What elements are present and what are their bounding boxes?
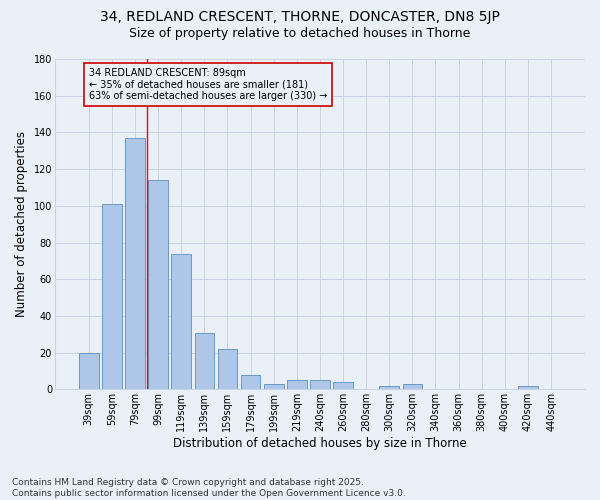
Text: Size of property relative to detached houses in Thorne: Size of property relative to detached ho… xyxy=(130,28,470,40)
Bar xyxy=(125,138,145,390)
Bar xyxy=(102,204,122,390)
Bar xyxy=(172,254,191,390)
X-axis label: Distribution of detached houses by size in Thorne: Distribution of detached houses by size … xyxy=(173,437,467,450)
Bar xyxy=(218,349,237,390)
Bar xyxy=(194,332,214,390)
Bar xyxy=(333,382,353,390)
Bar xyxy=(148,180,168,390)
Bar xyxy=(264,384,284,390)
Bar xyxy=(287,380,307,390)
Bar xyxy=(518,386,538,390)
Bar xyxy=(241,374,260,390)
Y-axis label: Number of detached properties: Number of detached properties xyxy=(15,131,28,317)
Bar xyxy=(79,352,98,390)
Text: 34, REDLAND CRESCENT, THORNE, DONCASTER, DN8 5JP: 34, REDLAND CRESCENT, THORNE, DONCASTER,… xyxy=(100,10,500,24)
Bar xyxy=(310,380,330,390)
Bar xyxy=(379,386,399,390)
Bar xyxy=(403,384,422,390)
Text: 34 REDLAND CRESCENT: 89sqm
← 35% of detached houses are smaller (181)
63% of sem: 34 REDLAND CRESCENT: 89sqm ← 35% of deta… xyxy=(89,68,327,102)
Text: Contains HM Land Registry data © Crown copyright and database right 2025.
Contai: Contains HM Land Registry data © Crown c… xyxy=(12,478,406,498)
